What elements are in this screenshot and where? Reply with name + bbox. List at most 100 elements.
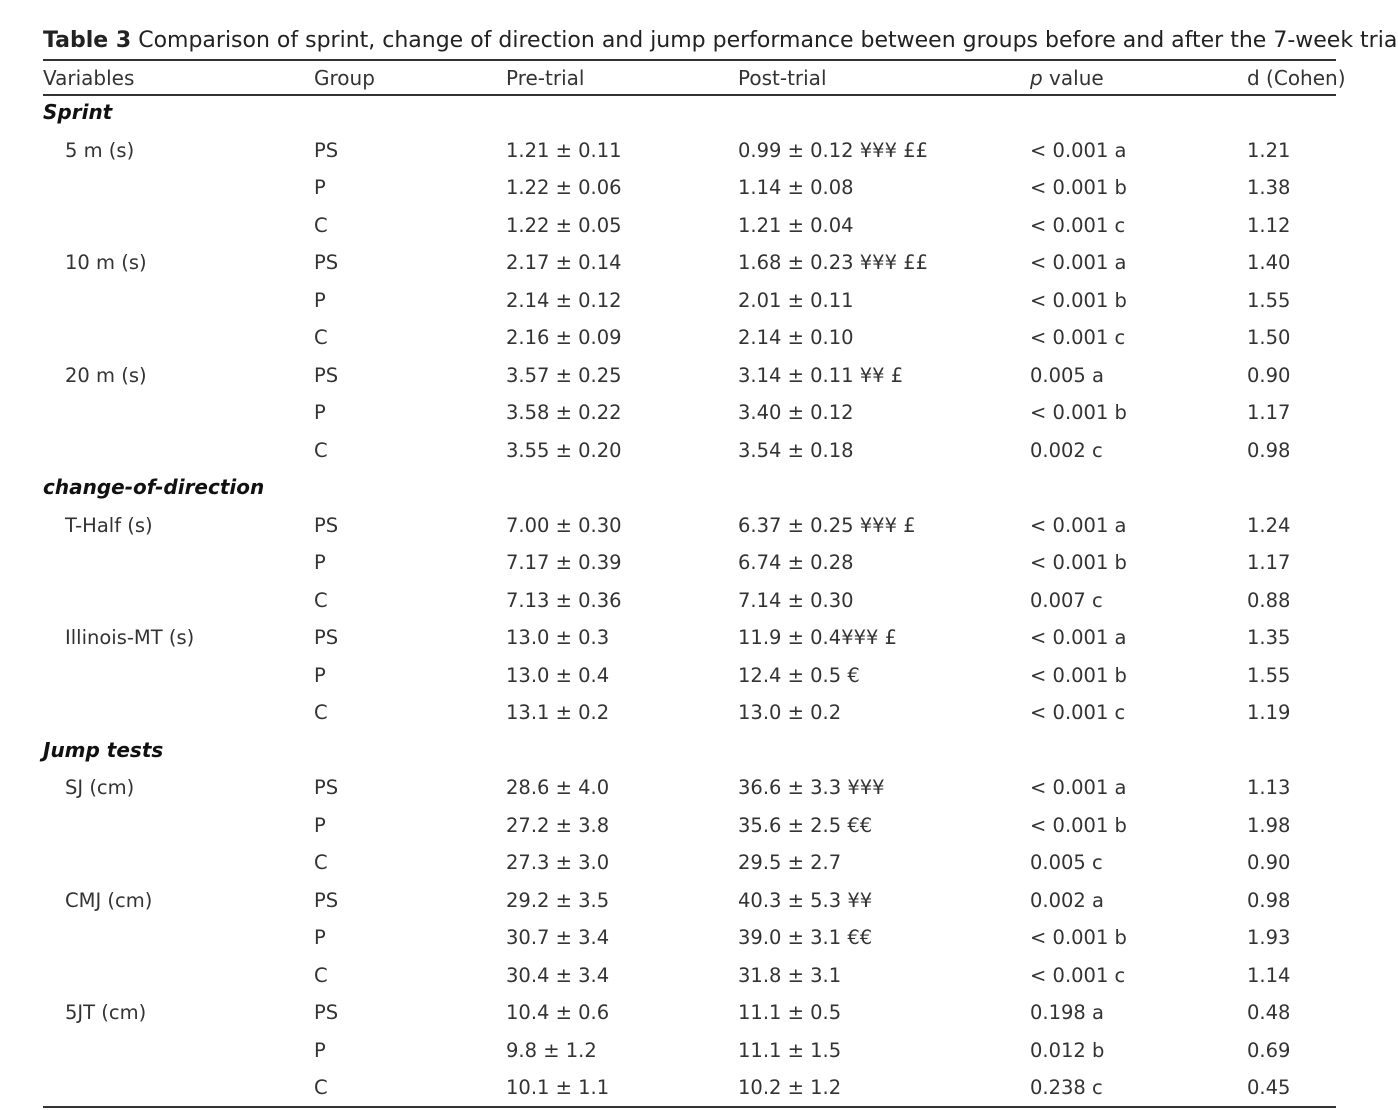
p-value-cell: 0.238 c — [1030, 1076, 1103, 1099]
post-trial-cell: 2.01 ± 0.11 — [738, 288, 854, 312]
cohen-d-cell: 0.48 — [1247, 1001, 1291, 1024]
pre-trial-cell: 2.14 ± 0.12 — [506, 288, 622, 312]
p-value-cell: 0.007 c — [1030, 588, 1103, 612]
table-title: Comparison of sprint, change of directio… — [138, 28, 1398, 53]
post-trial-cell: 7.14 ± 0.30 — [738, 588, 854, 612]
variable-cell: SJ (cm) — [65, 776, 135, 799]
group-cell: C — [314, 963, 328, 987]
p-value-cell: < 0.001 c — [1030, 963, 1126, 987]
cohen-d-cell: 1.55 — [1247, 288, 1291, 312]
table-row: P 9.8 ± 1.2 11.1 ± 1.5 0.012 b 0.69 — [0, 1032, 1398, 1070]
table-row: P 30.7 ± 3.4 39.0 ± 3.1 €€ < 0.001 b 1.93 — [0, 919, 1398, 957]
pre-trial-cell: 2.16 ± 0.09 — [506, 326, 622, 349]
table-row: C 3.55 ± 0.20 3.54 ± 0.18 0.002 c 0.98 — [0, 432, 1398, 470]
post-trial-cell: 2.14 ± 0.10 — [738, 326, 854, 349]
group-cell: C — [314, 213, 328, 237]
p-value-cell: 0.012 b — [1030, 1038, 1105, 1062]
cohen-d-cell: 1.21 — [1247, 138, 1291, 162]
post-trial-cell: 6.37 ± 0.25 ¥¥¥ £ — [738, 513, 916, 537]
pre-trial-cell: 13.0 ± 0.4 — [506, 663, 610, 687]
p-value-cell: < 0.001 b — [1030, 288, 1127, 312]
pre-trial-cell: 30.7 ± 3.4 — [506, 926, 610, 949]
table-row: C 27.3 ± 3.0 29.5 ± 2.7 0.005 c 0.90 — [0, 844, 1398, 882]
post-trial-cell: 6.74 ± 0.28 — [738, 551, 854, 574]
pre-trial-cell: 7.17 ± 0.39 — [506, 551, 622, 574]
pre-trial-cell: 9.8 ± 1.2 — [506, 1038, 597, 1062]
p-value-cell: 0.002 c — [1030, 438, 1103, 462]
table-row: CMJ (cm) PS 29.2 ± 3.5 40.3 ± 5.3 ¥¥ 0.002 a… — [0, 882, 1398, 920]
group-cell: C — [314, 326, 328, 349]
pre-trial-cell: 1.21 ± 0.11 — [506, 138, 622, 162]
cohen-d-cell: 1.17 — [1247, 401, 1291, 424]
group-cell: PS — [314, 888, 339, 912]
variable-cell: 10 m (s) — [65, 251, 147, 274]
pre-trial-cell: 2.17 ± 0.14 — [506, 251, 622, 274]
post-trial-cell: 11.9 ± 0.4¥¥¥ £ — [738, 626, 897, 649]
header-group: Group — [314, 66, 375, 90]
pre-trial-cell: 10.4 ± 0.6 — [506, 1001, 610, 1024]
p-value-label: value — [1042, 66, 1104, 90]
pre-trial-cell: 13.0 ± 0.3 — [506, 626, 610, 649]
group-cell: C — [314, 701, 328, 724]
post-trial-cell: 3.40 ± 0.12 — [738, 401, 854, 424]
cohen-d-cell: 1.14 — [1247, 963, 1291, 987]
section-row: change-of-direction — [0, 469, 1398, 507]
header-variables: Variables — [43, 66, 135, 90]
cohen-d-cell: 0.69 — [1247, 1038, 1291, 1062]
post-trial-cell: 31.8 ± 3.1 — [738, 963, 842, 987]
table-row: P 2.14 ± 0.12 2.01 ± 0.11 < 0.001 b 1.55 — [0, 282, 1398, 320]
group-cell: PS — [314, 138, 339, 162]
section-heading: change-of-direction — [43, 475, 265, 499]
table-caption: Table 3 Comparison of sprint, change of … — [43, 26, 1398, 56]
cohen-d-cell: 0.88 — [1247, 588, 1291, 612]
p-value-cell: < 0.001 b — [1030, 663, 1127, 687]
group-cell: P — [314, 663, 326, 687]
pre-trial-cell: 10.1 ± 1.1 — [506, 1076, 610, 1099]
p-value-cell: < 0.001 b — [1030, 176, 1127, 199]
p-value-cell: < 0.001 b — [1030, 813, 1127, 837]
cohen-d-cell: 0.98 — [1247, 888, 1291, 912]
header-p-value: p value — [1030, 63, 1104, 93]
p-value-cell: < 0.001 a — [1030, 776, 1127, 799]
post-trial-cell: 3.54 ± 0.18 — [738, 438, 854, 462]
header-pre-trial: Pre-trial — [506, 66, 585, 90]
pre-trial-cell: 3.57 ± 0.25 — [506, 363, 622, 387]
pre-trial-cell: 7.00 ± 0.30 — [506, 513, 622, 537]
table-row: P 27.2 ± 3.8 35.6 ± 2.5 €€ < 0.001 b 1.98 — [0, 807, 1398, 845]
cohen-d-cell: 1.50 — [1247, 326, 1291, 349]
p-value-cell: < 0.001 a — [1030, 513, 1127, 537]
table-number: Table 3 — [43, 28, 132, 53]
pre-trial-cell: 1.22 ± 0.06 — [506, 176, 622, 199]
cohen-d-cell: 0.45 — [1247, 1076, 1291, 1099]
group-cell: P — [314, 1038, 326, 1062]
cohen-d-cell: 1.35 — [1247, 626, 1291, 649]
post-trial-cell: 40.3 ± 5.3 ¥¥ — [738, 888, 873, 912]
section-row: Jump tests — [0, 732, 1398, 770]
top-rule — [43, 59, 1336, 61]
group-cell: PS — [314, 363, 339, 387]
table-row: P 7.17 ± 0.39 6.74 ± 0.28 < 0.001 b 1.17 — [0, 544, 1398, 582]
table-row: C 10.1 ± 1.1 10.2 ± 1.2 0.238 c 0.45 — [0, 1069, 1398, 1107]
p-value-cell: < 0.001 b — [1030, 551, 1127, 574]
post-trial-cell: 1.68 ± 0.23 ¥¥¥ ££ — [738, 251, 929, 274]
cohen-d-cell: 0.98 — [1247, 438, 1291, 462]
cohen-d-cell: 1.17 — [1247, 551, 1291, 574]
post-trial-cell: 39.0 ± 3.1 €€ — [738, 926, 873, 949]
header-post-trial: Post-trial — [738, 66, 827, 90]
post-trial-cell: 11.1 ± 0.5 — [738, 1001, 842, 1024]
post-trial-cell: 29.5 ± 2.7 — [738, 851, 842, 874]
p-value-cell: < 0.001 a — [1030, 138, 1127, 162]
table-row: C 1.22 ± 0.05 1.21 ± 0.04 < 0.001 c 1.12 — [0, 207, 1398, 245]
table-row: Illinois-MT (s) PS 13.0 ± 0.3 11.9 ± 0.4¥¥¥… — [0, 619, 1398, 657]
post-trial-cell: 36.6 ± 3.3 ¥¥¥ — [738, 776, 885, 799]
post-trial-cell: 11.1 ± 1.5 — [738, 1038, 842, 1062]
p-value-cell: 0.002 a — [1030, 888, 1104, 912]
p-value-cell: 0.198 a — [1030, 1001, 1104, 1024]
table-row: C 7.13 ± 0.36 7.14 ± 0.30 0.007 c 0.88 — [0, 582, 1398, 620]
p-value-cell: 0.005 c — [1030, 851, 1103, 874]
p-value-cell: < 0.001 b — [1030, 926, 1127, 949]
group-cell: P — [314, 813, 326, 837]
group-cell: P — [314, 401, 326, 424]
cohen-d-cell: 1.13 — [1247, 776, 1291, 799]
cohen-d-cell: 1.98 — [1247, 813, 1291, 837]
